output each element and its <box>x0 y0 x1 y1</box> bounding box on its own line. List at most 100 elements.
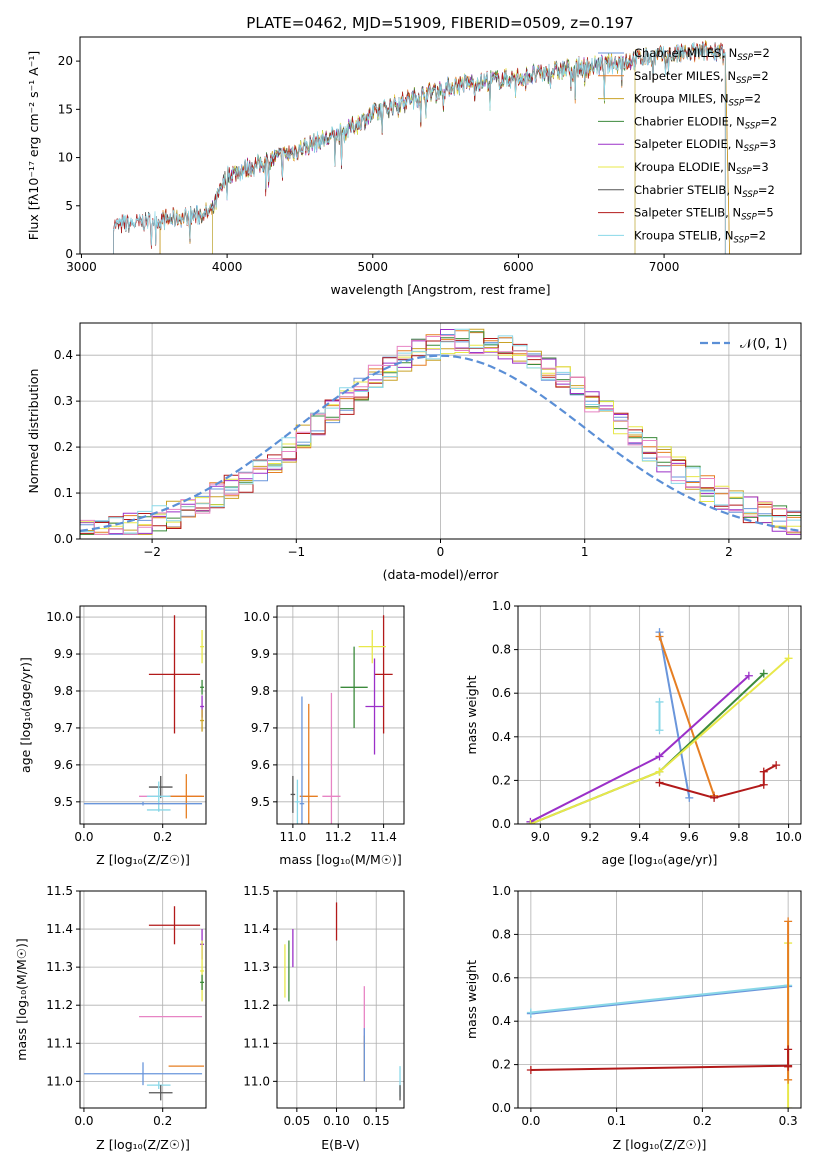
figure-title: PLATE=0462, MJD=51909, FIBERID=0509, z=0… <box>246 14 633 32</box>
y-tick-label: 11.5 <box>46 884 73 898</box>
plot-area <box>113 39 730 254</box>
y-tick-label: 0.0 <box>492 817 511 831</box>
y-tick-label: 0.1 <box>54 486 73 500</box>
y-tick-label: 1.0 <box>492 884 511 898</box>
y-axis-label: Normed distribution <box>26 369 41 494</box>
axes-frame <box>517 605 802 825</box>
mass-weight-line-5 <box>659 764 777 799</box>
legend-label: Kroupa ELODIE, NSSP=3 <box>634 160 769 177</box>
plot-area <box>83 906 205 1101</box>
y-tick-label: 0.8 <box>492 643 511 657</box>
y-tick-label: 0.4 <box>492 730 511 744</box>
x-tick-label: 0 <box>437 545 445 559</box>
mass-weight-line-3 <box>530 672 765 824</box>
histogram-step-7 <box>80 328 801 534</box>
x-tick-label: 0.0 <box>74 830 93 844</box>
legend-label: Chabrier ELODIE, NSSP=2 <box>634 114 777 131</box>
y-tick-label: 11.0 <box>46 1074 73 1088</box>
x-tick-label: 1 <box>581 545 589 559</box>
y-tick-label: 0.2 <box>492 773 511 787</box>
data-marker <box>655 632 664 641</box>
data-marker <box>655 752 664 761</box>
x-tick-label: 4000 <box>212 260 243 274</box>
age-vs-mass-panel: 11.0 11.2 11.4 9.5 9.6 9.7 9.8 9.9 10.0 mass [log… <box>243 605 405 867</box>
x-tick-label: 0.0 <box>521 1114 540 1128</box>
y-axis-label: mass weight <box>464 960 479 1039</box>
y-tick-label: 9.5 <box>54 795 73 809</box>
legend-label: Chabrier STELIB, NSSP=2 <box>634 183 775 200</box>
y-tick-label: 11.4 <box>243 922 270 936</box>
legend-label: Kroupa STELIB, NSSP=2 <box>634 228 766 245</box>
y-tick-label: 20 <box>58 54 73 68</box>
y-tick-label: 9.6 <box>54 758 73 772</box>
x-tick-label: 9.8 <box>729 830 748 844</box>
data-marker <box>685 793 694 802</box>
mass-weight-line-1 <box>658 636 716 797</box>
y-tick-label: 9.8 <box>54 684 73 698</box>
axes-frame <box>79 36 802 255</box>
mass-weight-line-0 <box>530 985 789 1015</box>
x-axis-label: Z [log₁₀(Z/Z☉)] <box>96 1137 190 1152</box>
y-tick-label: 11.2 <box>46 998 73 1012</box>
x-axis-label: (data-model)/error <box>383 567 500 582</box>
age-vs-metallicity-panel: 0.0 0.2 9.5 9.6 9.7 9.8 9.9 10.0 Z [log₁₀(Z/Z☉)]… <box>18 605 207 867</box>
y-tick-label: 0.6 <box>492 686 511 700</box>
y-tick-label: 0.2 <box>492 1058 511 1072</box>
data-marker <box>759 669 768 678</box>
y-tick-label: 10.0 <box>243 610 270 624</box>
x-tick-label: 0.2 <box>153 1114 172 1128</box>
y-axis-label: mass weight <box>464 675 479 754</box>
data-marker <box>784 654 793 663</box>
axes-frame <box>276 890 405 1109</box>
y-tick-label: 11.2 <box>243 998 270 1012</box>
x-tick-label: 2 <box>725 545 733 559</box>
x-axis-label: Z [log₁₀(Z/Z☉)] <box>96 852 190 867</box>
x-tick-label: 9.4 <box>630 830 649 844</box>
y-tick-label: 10 <box>58 151 73 165</box>
data-marker <box>784 1045 793 1054</box>
y-tick-label: 5 <box>65 199 73 213</box>
y-tick-label: 0 <box>65 247 73 261</box>
data-marker <box>784 1104 793 1108</box>
y-axis-label: age [log₁₀(age/yr)] <box>18 657 33 773</box>
histogram-step-8 <box>80 335 801 535</box>
mass-weight-line-0 <box>658 632 691 798</box>
data-marker <box>655 726 664 735</box>
x-axis-label: age [log₁₀(age/yr)] <box>602 852 718 867</box>
data-marker <box>655 767 664 776</box>
plot-area <box>83 615 205 819</box>
x-tick-label: 11.2 <box>325 830 352 844</box>
y-tick-label: 11.0 <box>243 1074 270 1088</box>
y-tick-label: 0.3 <box>54 394 73 408</box>
x-tick-label: −2 <box>143 545 161 559</box>
legend-label: 𝒩(0, 1) <box>740 337 787 352</box>
y-tick-label: 9.6 <box>251 758 270 772</box>
legend-label: Kroupa MILES, NSSP=2 <box>634 92 761 109</box>
y-tick-label: 11.3 <box>243 960 270 974</box>
x-tick-label: 5000 <box>357 260 388 274</box>
x-tick-label: 7000 <box>649 260 680 274</box>
spectrum-line-8 <box>113 42 726 254</box>
mass-weight-line-4 <box>530 657 790 824</box>
legend-label: Salpeter STELIB, NSSP=5 <box>634 206 774 223</box>
x-tick-label: 3000 <box>66 260 97 274</box>
legend-label: Chabrier MILES, NSSP=2 <box>634 46 770 63</box>
histogram-step-4 <box>80 329 801 535</box>
data-marker <box>784 1062 793 1071</box>
x-tick-label: 0.3 <box>779 1114 798 1128</box>
data-marker <box>784 917 793 926</box>
x-tick-label: 9.2 <box>580 830 599 844</box>
histogram-step-6 <box>80 338 801 534</box>
x-axis-label: E(B-V) <box>321 1137 360 1152</box>
x-axis-label: wavelength [Angstrom, rest frame] <box>330 282 550 297</box>
data-marker <box>655 697 664 706</box>
y-tick-label: 1.0 <box>492 599 511 613</box>
y-tick-label: 9.5 <box>251 795 270 809</box>
y-tick-label: 11.3 <box>46 960 73 974</box>
data-marker <box>526 1066 535 1075</box>
data-marker <box>759 780 768 789</box>
data-marker <box>526 820 535 824</box>
y-tick-label: 9.7 <box>54 721 73 735</box>
massweight-vs-age-panel: 9.0 9.2 9.4 9.6 9.8 10.0 0.0 0.2 0.4 0.6 0.8 1.0 age… <box>464 599 802 867</box>
x-tick-label: 0.2 <box>693 1114 712 1128</box>
